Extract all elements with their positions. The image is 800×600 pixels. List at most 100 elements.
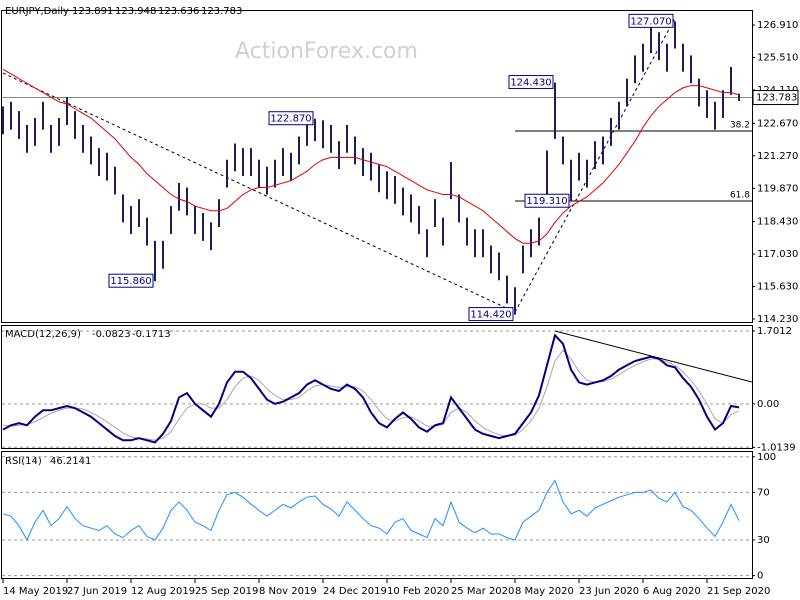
price-bar: [626, 78, 628, 107]
price-bar: [10, 101, 12, 130]
price-bar: [410, 194, 412, 223]
rsi-value: 46.2141: [50, 456, 91, 467]
trend-line: [514, 18, 676, 313]
x-tick-label: 8 Nov 2019: [259, 586, 317, 597]
price-bar: [642, 43, 644, 72]
price-bar: [610, 118, 612, 146]
x-tick-label: 12 Aug 2019: [131, 586, 195, 597]
price-bar: [266, 166, 268, 195]
open: 123.891: [72, 6, 113, 17]
price-bar: [602, 136, 604, 165]
price-bar: [386, 171, 388, 200]
x-tick-label: 24 Dec 2019: [323, 586, 387, 597]
price-bar: [370, 152, 372, 181]
price-bar: [634, 55, 636, 84]
y-tick-label: 100: [757, 452, 776, 463]
price-bar: [394, 175, 396, 204]
y-tick-label: 119.870: [757, 183, 798, 194]
price-label-box: [108, 273, 154, 288]
price-bar: [506, 275, 508, 304]
price-bar: [578, 152, 580, 181]
price-bar: [570, 159, 572, 202]
price-bar: [690, 55, 692, 84]
price-bar: [178, 182, 180, 211]
price-bar: [554, 82, 556, 139]
price-bar: [90, 136, 92, 165]
price-bar: [458, 194, 460, 223]
x-tick-label: 21 Sep 2020: [707, 586, 770, 597]
watermark: ActionForex.com: [235, 39, 418, 64]
rsi-line: [2, 479, 740, 542]
price-bar: [138, 199, 140, 227]
macd-value: -0.0823: [92, 329, 131, 340]
macd-line: [2, 349, 740, 441]
price-bar: [378, 164, 380, 193]
price-bar: [322, 120, 324, 149]
signal-value: -0.1713: [132, 329, 171, 340]
x-tick-label: 27 Jun 2019: [67, 586, 127, 597]
price-bar: [298, 136, 300, 165]
price-bar: [162, 240, 164, 269]
price-bar: [290, 152, 292, 181]
price-bar: [338, 141, 340, 170]
x-tick-label: 8 May 2020: [515, 586, 574, 597]
y-tick-label: 1.7012: [757, 326, 792, 337]
moving-average: [2, 68, 740, 244]
price-label: 127.070: [630, 16, 671, 27]
price-bar: [122, 194, 124, 223]
y-tick-label: 122.670: [757, 118, 798, 129]
last-price-box: [752, 90, 799, 106]
price-bar: [250, 148, 252, 176]
price-bar: [42, 101, 44, 130]
y-tick-label: 0.00: [757, 399, 779, 410]
price-bar: [202, 213, 204, 241]
price-bar: [130, 206, 132, 234]
price-bar: [562, 136, 564, 165]
price-label-box: [524, 193, 570, 208]
y-tick-label: 114.230: [757, 314, 798, 325]
price-bar: [594, 141, 596, 170]
price-label-box: [508, 75, 554, 90]
price-bar: [18, 111, 20, 139]
price-bar: [442, 217, 444, 246]
fib-label: 38.2: [730, 120, 750, 130]
y-tick-label: 117.030: [757, 249, 798, 260]
price-bar: [354, 136, 356, 165]
x-tick-label: 23 Jun 2020: [579, 586, 639, 597]
symbol: EURJPY,Daily: [5, 6, 69, 17]
price-bar: [722, 90, 724, 119]
price-bar: [170, 206, 172, 234]
price-bar: [34, 118, 36, 146]
price-bar: [154, 240, 156, 282]
price-label: 122.870: [270, 114, 311, 125]
y-tick-label: 115.630: [757, 282, 798, 293]
price-label-box: [268, 111, 314, 126]
y-tick-label: 125.510: [757, 53, 798, 64]
low: 123.636: [158, 6, 199, 17]
y-tick-label: 118.430: [757, 217, 798, 228]
price-frame: [1, 10, 753, 323]
price-bar: [330, 124, 332, 153]
price-bar: [474, 229, 476, 258]
price-bar: [98, 148, 100, 176]
price-bar: [514, 287, 516, 315]
price-bar: [674, 21, 676, 49]
rsi-title: RSI(14): [5, 456, 42, 467]
price-bar: [258, 159, 260, 188]
price-bar: [66, 97, 68, 125]
x-tick-label: 25 Sep 2019: [195, 586, 258, 597]
price-bar: [498, 252, 500, 281]
price-bar: [466, 217, 468, 246]
y-tick-label: 30: [757, 535, 770, 546]
price-bar: [434, 199, 436, 227]
price-bar: [538, 217, 540, 246]
price-bar: [106, 152, 108, 181]
price-bar: [50, 124, 52, 153]
price-bar: [314, 118, 316, 142]
price-bar: [2, 106, 4, 135]
x-tick-label: 6 Aug 2020: [643, 586, 701, 597]
price-bar: [698, 78, 700, 107]
price-bar: [738, 93, 740, 101]
price-bar: [226, 159, 228, 188]
